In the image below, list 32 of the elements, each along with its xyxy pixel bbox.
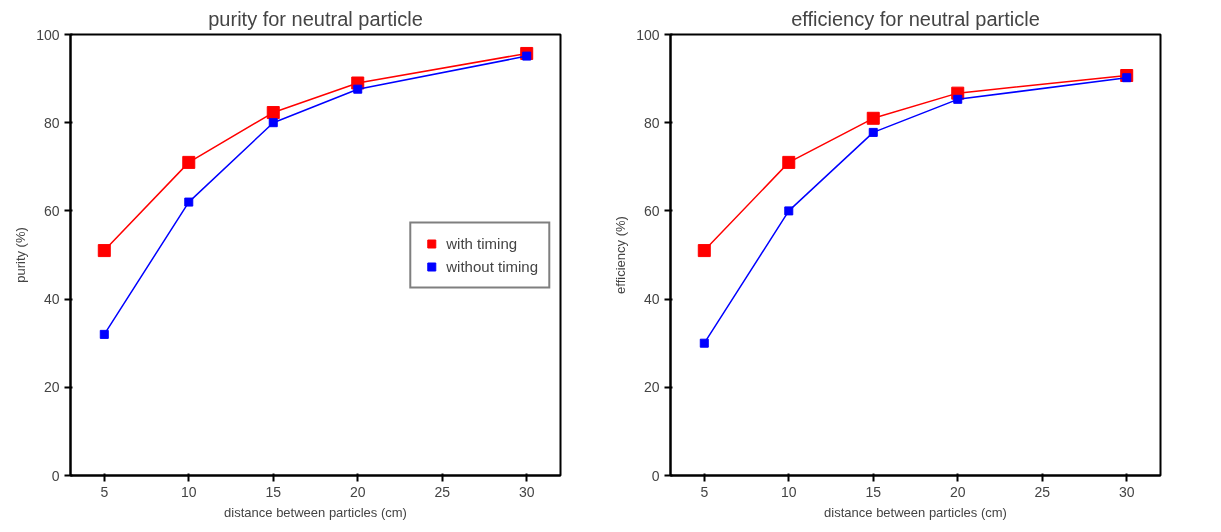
y-axis-title: efficiency (%): [613, 216, 629, 294]
x-axis-title: distance between particles (cm): [224, 504, 407, 520]
y-tick-label: 40: [643, 291, 660, 308]
y-tick-label: 100: [636, 26, 660, 43]
x-tick-label: 5: [100, 483, 109, 500]
x-tick-label: 30: [1118, 483, 1135, 500]
y-tick-label: 80: [643, 114, 660, 131]
y-tick-label: 80: [43, 114, 60, 131]
y-tick-label: 60: [43, 202, 60, 219]
y-axis-title: purity (%): [13, 227, 29, 283]
y-tick-label: 40: [43, 291, 60, 308]
x-tick-label: 15: [265, 483, 282, 500]
x-tick-label: 30: [518, 483, 535, 500]
chart-title: efficiency for neutral particle: [791, 7, 1040, 30]
x-tick-label: 20: [349, 483, 366, 500]
x-tick-label: 10: [780, 483, 797, 500]
legend-label: with timing: [446, 234, 518, 252]
y-tick-label: 20: [43, 379, 60, 396]
y-tick-label: 0: [51, 467, 60, 484]
x-tick-label: 15: [865, 483, 882, 500]
x-tick-label: 20: [949, 483, 966, 500]
x-tick-label: 5: [700, 483, 709, 500]
chart-title: purity for neutral particle: [208, 7, 423, 30]
x-axis-title: distance between particles (cm): [824, 504, 1007, 520]
x-tick-label: 25: [1034, 483, 1051, 500]
y-tick-label: 0: [651, 467, 660, 484]
x-tick-label: 10: [180, 483, 197, 500]
legend-label: without timing: [446, 257, 538, 275]
y-tick-label: 20: [643, 379, 660, 396]
y-tick-label: 100: [36, 26, 60, 43]
y-tick-label: 60: [643, 202, 660, 219]
x-tick-label: 25: [434, 483, 451, 500]
